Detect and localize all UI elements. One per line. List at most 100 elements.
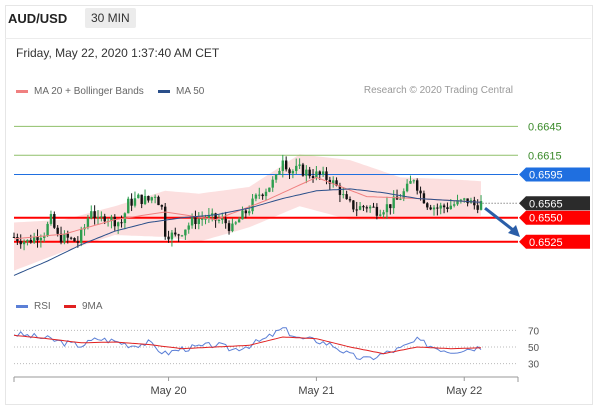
legend-rsi-label: RSI xyxy=(34,301,51,312)
level-tag-5 xyxy=(519,234,590,249)
candle-body xyxy=(288,169,291,174)
candle-body xyxy=(66,233,69,238)
candle-body xyxy=(90,211,93,219)
candle-body xyxy=(412,180,416,182)
candle-body xyxy=(211,213,214,216)
candle-body xyxy=(103,216,106,222)
candle-body xyxy=(342,194,345,196)
rsi-ma9-line xyxy=(13,334,482,355)
candle-body xyxy=(197,219,200,225)
research-credit: Research © 2020 Trading Central xyxy=(363,85,513,96)
candle-body xyxy=(352,200,355,210)
candle-body xyxy=(442,205,446,208)
x-tick-label-2: May 22 xyxy=(446,385,482,397)
level-label-2: 0.6595 xyxy=(529,169,563,181)
candle-body xyxy=(449,205,452,210)
chart-header xyxy=(5,5,591,39)
candle-body xyxy=(254,194,258,199)
candle-body xyxy=(12,236,16,238)
candle-body xyxy=(335,180,338,186)
candle-body xyxy=(39,237,43,241)
candle-body xyxy=(241,210,244,220)
candle-body xyxy=(466,198,469,203)
candle-body xyxy=(221,218,224,220)
candle-body xyxy=(43,235,46,238)
level-label-1: 0.6615 xyxy=(528,150,562,162)
timeframe-badge[interactable]: 30 MIN xyxy=(85,8,136,28)
candle-body xyxy=(157,196,160,206)
candle-body xyxy=(456,200,459,205)
candle-body xyxy=(46,223,49,236)
candle-body xyxy=(305,169,308,176)
candle-body xyxy=(19,241,22,245)
candle-body xyxy=(170,232,174,240)
candle-body xyxy=(318,171,321,175)
candle-body xyxy=(187,225,190,230)
candle-body xyxy=(315,171,318,179)
candle-body xyxy=(399,198,402,200)
candle-body xyxy=(224,218,227,224)
candle-body xyxy=(96,217,100,219)
candle-body xyxy=(160,205,164,207)
candle-body xyxy=(258,194,261,196)
rsi-tick-70: 70 xyxy=(528,326,540,337)
candle-body xyxy=(133,198,137,206)
candle-body xyxy=(379,214,382,216)
candle-body xyxy=(321,171,325,175)
bollinger-band-fill xyxy=(14,154,481,271)
candle-body xyxy=(278,170,281,175)
candle-body xyxy=(59,233,63,243)
candle-body xyxy=(429,207,432,210)
candle-body xyxy=(261,194,264,197)
candle-body xyxy=(362,206,365,208)
candle-body xyxy=(177,234,180,236)
candle-body xyxy=(113,216,116,227)
candle-body xyxy=(36,236,39,241)
candle-body xyxy=(392,196,395,209)
candle-body xyxy=(291,171,295,174)
candle-body xyxy=(80,229,83,243)
candle-body xyxy=(184,229,187,236)
candle-body xyxy=(147,195,150,201)
candle-body xyxy=(69,237,73,239)
ma50-line xyxy=(13,188,482,276)
legend-9ma-label: 9MA xyxy=(82,301,103,312)
candle-body xyxy=(231,223,234,232)
candle-body xyxy=(416,180,419,191)
legend-ma20-label: MA 20 + Bollinger Bands xyxy=(34,86,144,97)
candle-body xyxy=(419,190,422,194)
candle-body xyxy=(446,207,449,210)
datetime-label: Friday, May 22, 2020 1:37:40 AM CET xyxy=(16,46,220,60)
candle-body xyxy=(150,197,153,201)
candle-body xyxy=(284,160,288,170)
candle-body xyxy=(385,204,389,213)
candle-body xyxy=(32,236,36,243)
x-tick-label-1: May 21 xyxy=(298,385,334,397)
candle-body xyxy=(143,195,147,204)
candle-body xyxy=(16,237,19,242)
projection-arrow-head xyxy=(508,224,520,237)
candle-body xyxy=(281,160,284,171)
candle-body xyxy=(402,191,405,199)
candle-body xyxy=(308,169,311,177)
candle-body xyxy=(244,210,248,214)
candle-body xyxy=(120,222,123,224)
candle-body xyxy=(405,183,409,192)
candle-body xyxy=(207,215,211,219)
candle-body xyxy=(436,207,439,209)
candle-body xyxy=(86,218,90,228)
candle-body xyxy=(382,212,385,215)
candle-body xyxy=(63,233,66,243)
candle-body xyxy=(227,223,231,232)
symbol-label: AUD/USD xyxy=(8,11,68,26)
candle-body xyxy=(194,217,197,225)
candle-body xyxy=(180,235,184,237)
candle-body xyxy=(26,239,29,242)
candle-body xyxy=(375,206,379,216)
candle-body xyxy=(237,219,241,223)
candle-body xyxy=(452,204,456,206)
candle-body xyxy=(49,214,53,224)
candle-body xyxy=(137,194,140,199)
candle-body xyxy=(295,165,298,172)
